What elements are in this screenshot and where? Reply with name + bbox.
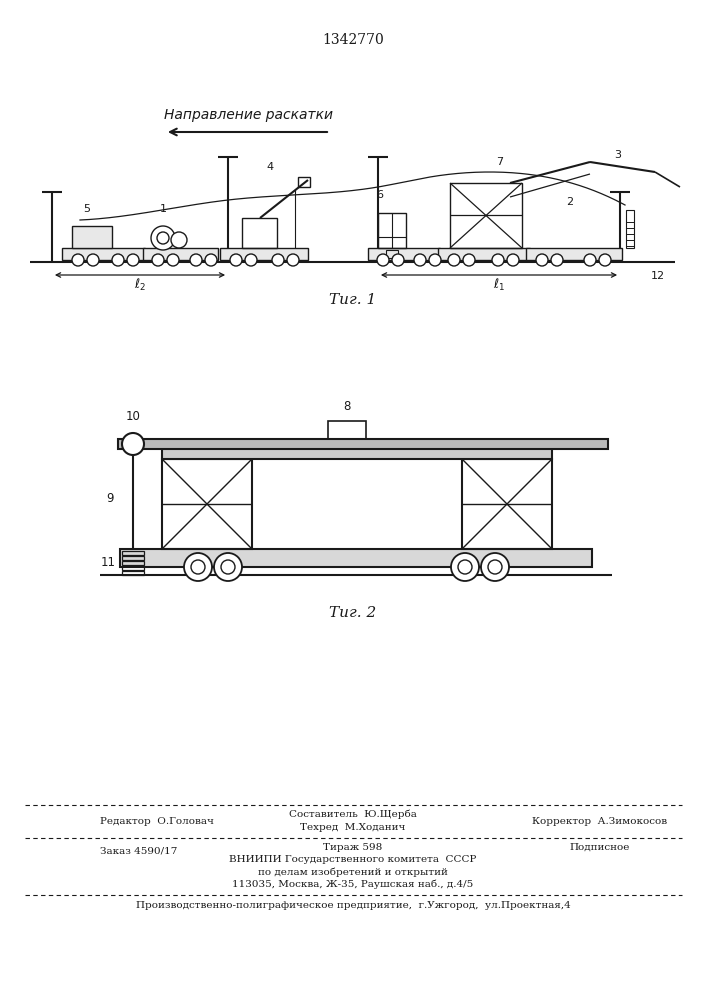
Circle shape xyxy=(151,226,175,250)
Text: 1: 1 xyxy=(160,204,167,214)
Circle shape xyxy=(481,553,509,581)
Bar xyxy=(462,459,552,549)
Circle shape xyxy=(152,254,164,266)
Text: Направление раскатки: Направление раскатки xyxy=(163,108,332,122)
Circle shape xyxy=(414,254,426,266)
Text: $\ell_1$: $\ell_1$ xyxy=(493,277,505,293)
Text: Τиг. 2: Τиг. 2 xyxy=(329,606,377,620)
Circle shape xyxy=(507,254,519,266)
Text: 11: 11 xyxy=(100,556,115,570)
Bar xyxy=(378,213,406,248)
Circle shape xyxy=(214,553,242,581)
Circle shape xyxy=(272,254,284,266)
Bar xyxy=(122,551,144,555)
Text: 5: 5 xyxy=(83,204,90,214)
Bar xyxy=(122,556,144,560)
Circle shape xyxy=(463,254,475,266)
Circle shape xyxy=(429,254,441,266)
Text: Составитель  Ю.Щерба: Составитель Ю.Щерба xyxy=(289,809,417,819)
Circle shape xyxy=(458,560,472,574)
Text: по делам изобретений и открытий: по делам изобретений и открытий xyxy=(258,867,448,877)
Circle shape xyxy=(245,254,257,266)
Bar xyxy=(162,459,252,549)
Text: 2: 2 xyxy=(566,197,573,207)
Circle shape xyxy=(551,254,563,266)
Circle shape xyxy=(184,553,212,581)
Circle shape xyxy=(122,433,144,455)
Circle shape xyxy=(536,254,548,266)
Text: 12: 12 xyxy=(651,271,665,281)
Bar xyxy=(242,218,277,248)
Circle shape xyxy=(584,254,596,266)
Circle shape xyxy=(488,560,502,574)
Bar xyxy=(298,177,310,187)
Bar xyxy=(526,248,622,260)
Text: Техред  М.Ходанич: Техред М.Ходанич xyxy=(300,824,406,832)
Bar xyxy=(386,250,398,258)
Text: 1342770: 1342770 xyxy=(322,33,384,47)
Bar xyxy=(368,248,440,260)
Bar xyxy=(122,571,144,575)
Circle shape xyxy=(392,254,404,266)
Circle shape xyxy=(191,560,205,574)
Text: Подписное: Подписное xyxy=(570,842,630,852)
Text: 113035, Москва, Ж-35, Раушская наб., д.4/5: 113035, Москва, Ж-35, Раушская наб., д.4… xyxy=(233,879,474,889)
Bar xyxy=(122,561,144,565)
Circle shape xyxy=(492,254,504,266)
Text: 9: 9 xyxy=(106,492,114,506)
Bar xyxy=(143,248,218,260)
Text: ВНИИПИ Государственного комитета  СССР: ВНИИПИ Государственного комитета СССР xyxy=(229,856,477,864)
Bar xyxy=(450,183,522,248)
Text: Заказ 4590/17: Заказ 4590/17 xyxy=(100,846,177,856)
Circle shape xyxy=(205,254,217,266)
Text: Редактор  О.Головач: Редактор О.Головач xyxy=(100,816,214,826)
Text: $\ell_2$: $\ell_2$ xyxy=(134,277,146,293)
Text: Тираж 598: Тираж 598 xyxy=(323,842,382,852)
Bar xyxy=(120,549,592,567)
Bar xyxy=(162,447,552,459)
Text: 6: 6 xyxy=(377,190,383,200)
Text: Τиг. 1: Τиг. 1 xyxy=(329,293,377,307)
Circle shape xyxy=(451,553,479,581)
Bar xyxy=(62,248,145,260)
Circle shape xyxy=(112,254,124,266)
Circle shape xyxy=(87,254,99,266)
Circle shape xyxy=(599,254,611,266)
Bar xyxy=(626,210,634,248)
Circle shape xyxy=(167,254,179,266)
Circle shape xyxy=(190,254,202,266)
Bar xyxy=(72,226,112,248)
Text: 10: 10 xyxy=(126,410,141,423)
Text: 8: 8 xyxy=(344,400,351,413)
Circle shape xyxy=(127,254,139,266)
Text: 4: 4 xyxy=(267,162,274,172)
Circle shape xyxy=(157,232,169,244)
Bar xyxy=(118,439,608,449)
Bar xyxy=(328,421,366,439)
Circle shape xyxy=(230,254,242,266)
Circle shape xyxy=(221,560,235,574)
Circle shape xyxy=(448,254,460,266)
Text: Корректор  А.Зимокосов: Корректор А.Зимокосов xyxy=(532,816,667,826)
Circle shape xyxy=(72,254,84,266)
Text: Производственно-полиграфическое предприятие,  г.Ужгород,  ул.Проектная,4: Производственно-полиграфическое предприя… xyxy=(136,902,571,910)
Text: 7: 7 xyxy=(496,157,503,167)
Bar xyxy=(220,248,308,260)
Bar xyxy=(122,566,144,570)
Text: 3: 3 xyxy=(614,150,621,160)
Circle shape xyxy=(171,232,187,248)
Circle shape xyxy=(377,254,389,266)
Circle shape xyxy=(287,254,299,266)
Bar xyxy=(438,248,530,260)
